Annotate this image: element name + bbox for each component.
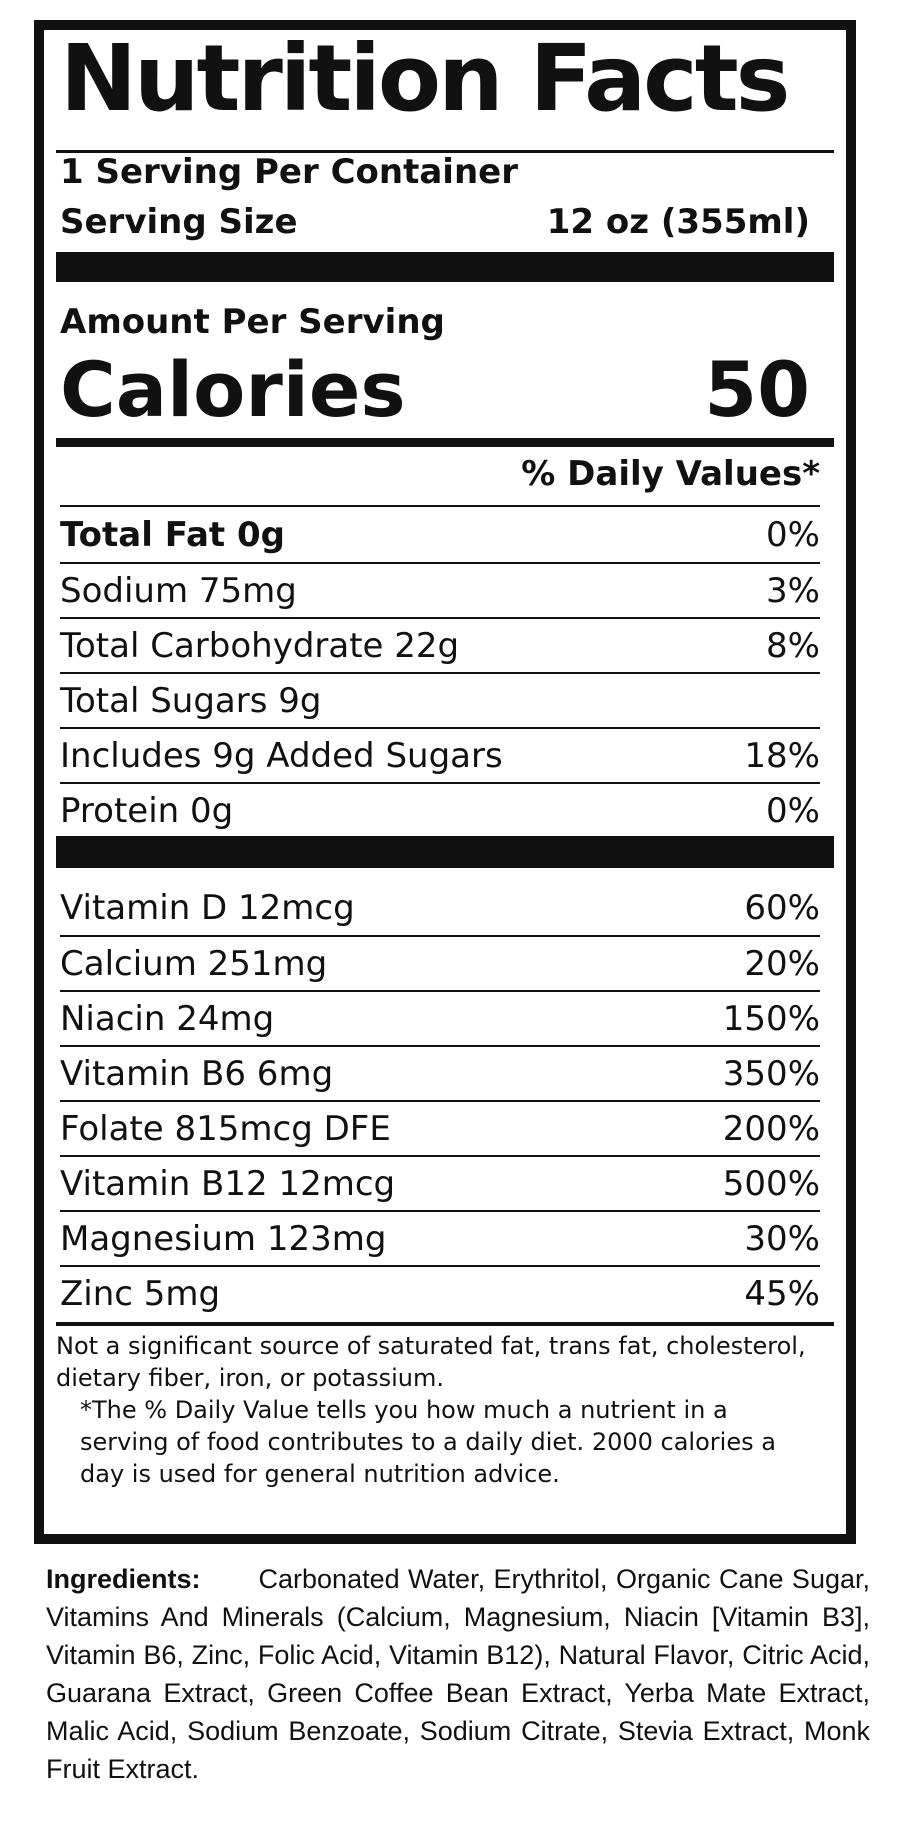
medium-divider [56, 438, 834, 447]
vitamin-dv: 30% [744, 1218, 820, 1259]
nutrient-name: Sodium 75mg [60, 570, 297, 611]
ingredients-section: Ingredients: Carbonated Water, Erythritol… [46, 1560, 870, 1788]
calories-row: Calories 50 [60, 348, 810, 432]
nutrient-dv: 0% [766, 790, 820, 831]
daily-value-note: *The % Daily Value tells you how much a … [80, 1396, 776, 1488]
vitamin-row: Calcium 251mg 20% [60, 935, 820, 990]
vitamin-row: Magnesium 123mg 30% [60, 1210, 820, 1265]
not-significant-note: Not a significant source of saturated fa… [56, 1332, 806, 1392]
nutrient-row: Total Fat 0g 0% [60, 507, 820, 562]
vitamin-name: Zinc 5mg [60, 1273, 221, 1314]
nutrient-row: Includes 9g Added Sugars 18% [60, 727, 820, 782]
servings-per-container: 1 Serving Per Container [60, 152, 518, 192]
vitamin-dv: 150% [722, 998, 820, 1039]
vitamin-name: Vitamin B12 12mcg [60, 1163, 396, 1204]
vitamin-list: Vitamin D 12mcg 60% Calcium 251mg 20% Ni… [60, 880, 820, 1320]
nutrient-dv: 3% [766, 570, 820, 611]
vitamin-row: Niacin 24mg 150% [60, 990, 820, 1045]
vitamin-name: Magnesium 123mg [60, 1218, 387, 1259]
nutrient-name: Total Sugars 9g [60, 680, 322, 721]
nutrient-row: Total Sugars 9g [60, 672, 820, 727]
calories-label: Calories [60, 345, 406, 434]
ingredients-label: Ingredients: [46, 1564, 201, 1594]
ingredients-text: Carbonated Water, Erythritol, Organic Ca… [46, 1564, 870, 1784]
calories-value: 50 [704, 345, 810, 434]
vitamin-dv: 500% [722, 1163, 820, 1204]
vitamin-dv: 45% [744, 1273, 820, 1314]
thick-divider [56, 836, 834, 868]
vitamin-name: Vitamin D 12mcg [60, 887, 355, 928]
nutrition-facts-panel: Nutrition Facts 1 Serving Per Container … [34, 20, 856, 1544]
vitamin-row: Vitamin D 12mcg 60% [60, 880, 820, 935]
vitamin-dv: 200% [722, 1108, 820, 1149]
serving-size-value: 12 oz (355ml) [546, 202, 810, 242]
label-title: Nutrition Facts [60, 25, 790, 132]
vitamin-dv: 20% [744, 943, 820, 984]
daily-values-header: % Daily Values* [521, 454, 820, 494]
nutrient-row: Protein 0g 0% [60, 782, 820, 837]
vitamin-row: Zinc 5mg 45% [60, 1265, 820, 1320]
vitamin-dv: 350% [722, 1053, 820, 1094]
nutrient-dv: 8% [766, 625, 820, 666]
vitamin-row: Vitamin B12 12mcg 500% [60, 1155, 820, 1210]
vitamin-dv: 60% [744, 887, 820, 928]
thick-divider [56, 252, 834, 282]
nutrient-name: Total Fat 0g [60, 514, 285, 555]
serving-size-label: Serving Size [60, 202, 298, 242]
vitamin-name: Folate 815mcg DFE [60, 1108, 391, 1149]
nutrient-row: Total Carbohydrate 22g 8% [60, 617, 820, 672]
vitamin-name: Calcium 251mg [60, 943, 328, 984]
vitamin-name: Niacin 24mg [60, 998, 275, 1039]
nutrient-dv: 0% [766, 514, 820, 555]
footnote-rule [56, 1322, 834, 1326]
vitamin-name: Vitamin B6 6mg [60, 1053, 334, 1094]
nutrient-row: Sodium 75mg 3% [60, 562, 820, 617]
vitamin-row: Vitamin B6 6mg 350% [60, 1045, 820, 1100]
nutrient-dv: 18% [744, 735, 820, 776]
nutrient-name: Total Carbohydrate 22g [60, 625, 460, 666]
nutrient-list: Total Fat 0g 0% Sodium 75mg 3% Total Car… [60, 505, 820, 837]
serving-size-row: Serving Size 12 oz (355ml) [60, 202, 810, 242]
amount-per-serving: Amount Per Serving [60, 302, 445, 342]
nutrient-name: Includes 9g Added Sugars [60, 735, 503, 776]
nutrient-name: Protein 0g [60, 790, 234, 831]
title-rule [56, 150, 834, 153]
footnote: Not a significant source of saturated fa… [56, 1330, 820, 1490]
vitamin-row: Folate 815mcg DFE 200% [60, 1100, 820, 1155]
